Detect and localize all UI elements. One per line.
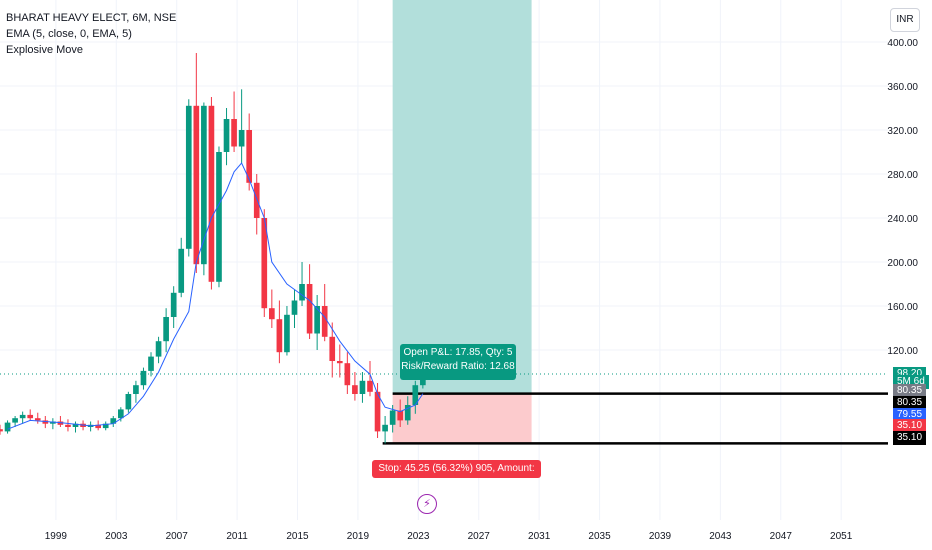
candle-body[interactable]	[404, 405, 411, 421]
currency-button[interactable]: INR	[890, 8, 920, 32]
price-axis[interactable]	[888, 0, 932, 550]
candle-body[interactable]	[140, 370, 147, 386]
candle-body[interactable]	[95, 424, 101, 429]
candle-body[interactable]	[291, 300, 298, 315]
candle-body[interactable]	[231, 119, 237, 147]
candle-body[interactable]	[314, 306, 320, 334]
candle-body[interactable]	[352, 385, 358, 394]
x-tick-label: 2019	[347, 531, 370, 542]
candle-body[interactable]	[397, 410, 404, 421]
candle-body[interactable]	[117, 409, 124, 419]
candle-body[interactable]	[374, 391, 381, 432]
x-tick-label: 2031	[528, 531, 551, 542]
candle-body[interactable]	[102, 423, 109, 429]
candle-body[interactable]	[65, 424, 71, 427]
y-tick-label: 160.00	[887, 302, 918, 313]
candle-body[interactable]	[72, 423, 79, 427]
time-axis[interactable]	[0, 520, 932, 550]
x-tick-label: 2003	[105, 531, 128, 542]
candle-body[interactable]	[0, 429, 3, 432]
price-tag-stop-line-price: 79.55	[893, 407, 927, 422]
x-tick-label: 2011	[226, 531, 248, 542]
x-tick-label: 2007	[166, 531, 189, 542]
candle-body[interactable]	[170, 292, 177, 317]
candle-body[interactable]	[34, 418, 41, 421]
candle-body[interactable]	[336, 361, 343, 364]
x-tick-label: 2015	[286, 531, 309, 542]
candle-body[interactable]	[208, 105, 215, 282]
rr-text: Risk/Reward Ratio: 12.68	[401, 361, 515, 372]
y-tick-label: 320.00	[887, 126, 918, 137]
candle-body[interactable]	[306, 284, 313, 334]
candle-body[interactable]	[12, 418, 18, 423]
candle-body[interactable]	[238, 130, 245, 147]
y-tick-label: 360.00	[887, 82, 918, 93]
candle-body[interactable]	[223, 119, 230, 152]
candle-body[interactable]	[367, 380, 373, 392]
candle-body[interactable]	[50, 421, 56, 424]
candle-body[interactable]	[329, 336, 336, 361]
x-tick-label: 2027	[468, 531, 491, 542]
candle-body[interactable]	[321, 306, 328, 337]
ema-indicator-label[interactable]: EMA (5, close, 0, EMA, 5)	[6, 28, 132, 40]
candle-body[interactable]	[185, 105, 192, 249]
candle-body[interactable]	[284, 314, 290, 353]
candle-body[interactable]	[246, 130, 253, 183]
candle-body[interactable]	[133, 385, 139, 394]
candle-body[interactable]	[163, 317, 169, 342]
y-tick-label: 200.00	[887, 258, 918, 269]
lightning-icon[interactable]: ⚡	[417, 494, 437, 514]
price-tag-stop-price-black: 35.10	[893, 431, 927, 445]
candle-body[interactable]	[19, 414, 26, 419]
candle-body[interactable]	[193, 105, 200, 265]
candle-body[interactable]	[253, 182, 260, 218]
x-tick-label: 2035	[588, 531, 611, 542]
x-tick-label: 2043	[709, 531, 732, 542]
y-tick-label: 120.00	[887, 346, 918, 357]
y-tick-label: 400.00	[887, 38, 918, 49]
candle-body[interactable]	[269, 308, 275, 320]
chart-legend: BHARAT HEAVY ELECT, 6M, NSE EMA (5, clos…	[6, 10, 176, 58]
x-tick-label: 1999	[45, 531, 68, 542]
price-tag-ema-value: 80.35	[893, 384, 927, 399]
x-tick-label: 2047	[770, 531, 793, 542]
open-pl-label: Open P&L: 17.85, Qty: 5 Risk/Reward Rati…	[400, 344, 516, 380]
price-tag-entry-price: 80.35	[893, 395, 927, 410]
x-tick-label: 2039	[649, 531, 672, 542]
candle-body[interactable]	[216, 152, 222, 282]
ema-line[interactable]	[7, 162, 424, 430]
y-tick-label: 280.00	[887, 170, 918, 181]
x-tick-label: 2051	[830, 531, 853, 542]
candle-body[interactable]	[201, 105, 207, 265]
candle-body[interactable]	[125, 394, 132, 410]
candle-body[interactable]	[155, 341, 162, 357]
candle-body[interactable]	[299, 284, 305, 301]
candle-body[interactable]	[148, 356, 154, 371]
candle-body[interactable]	[389, 410, 396, 425]
candle-body[interactable]	[344, 363, 351, 386]
candle-body[interactable]	[110, 418, 117, 424]
price-tag-stop-price-red: 35.10	[893, 418, 927, 433]
symbol-title[interactable]: BHARAT HEAVY ELECT, 6M, NSE	[6, 12, 177, 24]
candle-body[interactable]	[178, 248, 185, 293]
candle-body[interactable]	[27, 414, 34, 419]
y-tick-label: 240.00	[887, 214, 918, 225]
study-label[interactable]: Explosive Move	[6, 44, 84, 56]
candle-body[interactable]	[412, 385, 419, 405]
stop-label: Stop: 45.25 (56.32%) 905, Amount: 750	[372, 460, 541, 492]
candle-body[interactable]	[4, 422, 11, 432]
pl-text: Open P&L: 17.85, Qty: 5	[403, 347, 513, 358]
candle-body[interactable]	[382, 424, 388, 432]
x-tick-label: 2023	[407, 531, 430, 542]
candle-body[interactable]	[261, 218, 268, 309]
profit-zone[interactable]	[392, 0, 532, 394]
candle-body[interactable]	[42, 420, 49, 424]
candle-body[interactable]	[359, 380, 366, 394]
candle-body[interactable]	[57, 421, 64, 425]
candle-body[interactable]	[276, 319, 283, 353]
